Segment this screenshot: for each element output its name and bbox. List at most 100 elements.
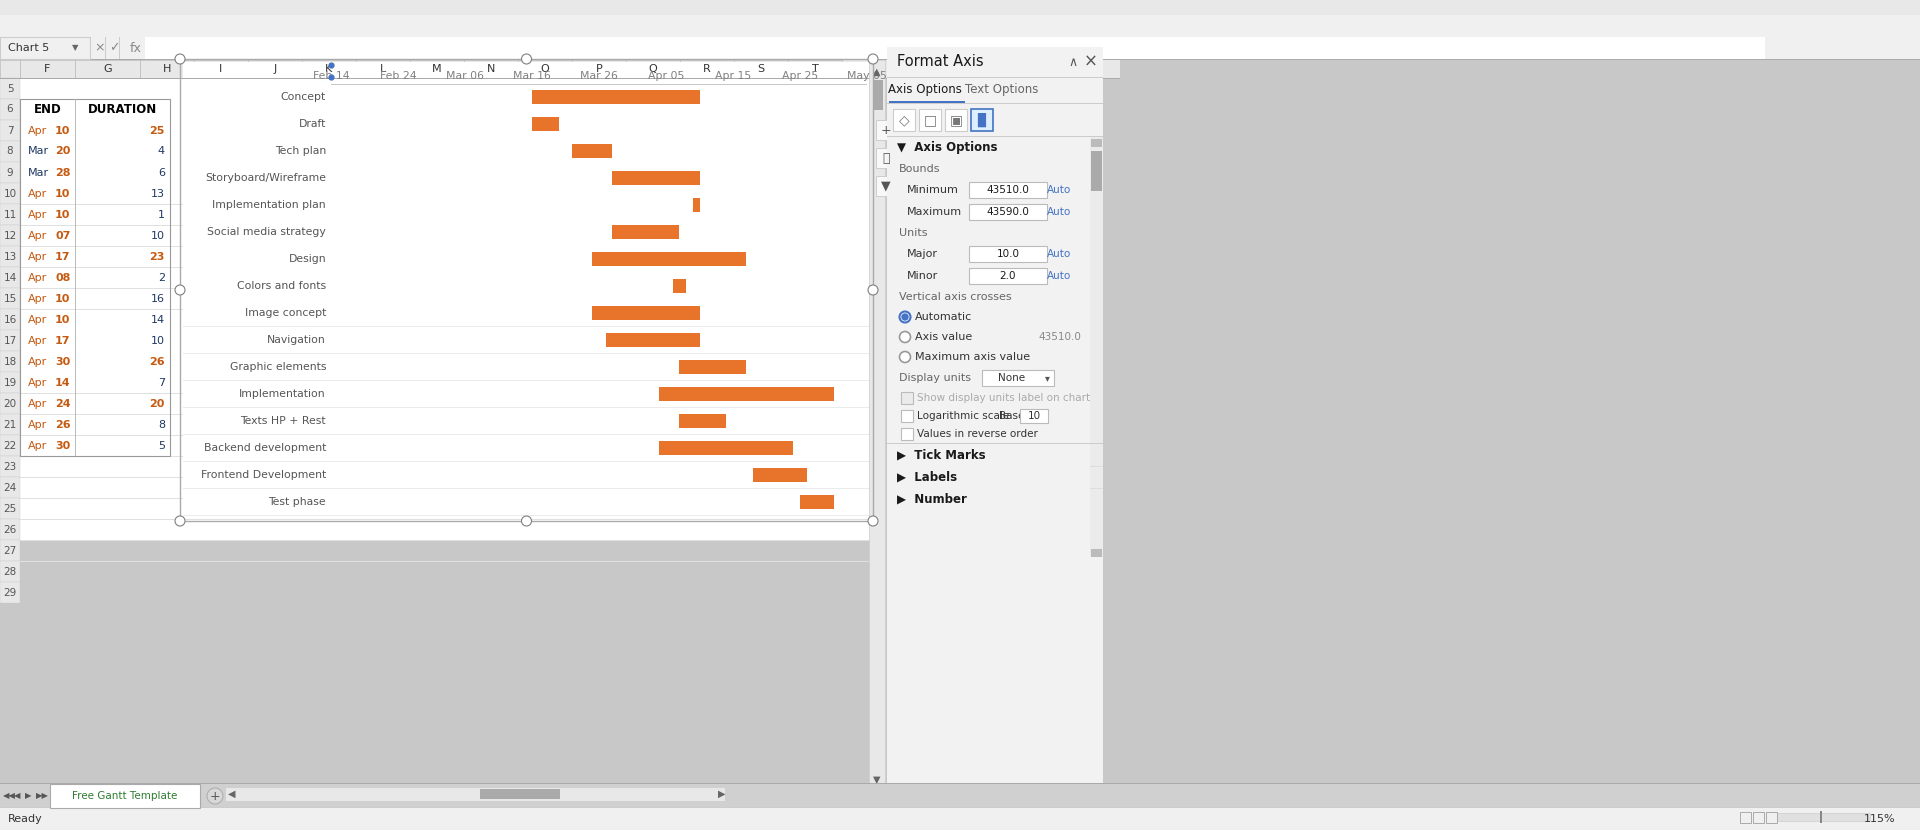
Bar <box>194 60 248 78</box>
Bar <box>887 179 1091 201</box>
Bar <box>981 370 1054 386</box>
Bar <box>0 225 19 246</box>
Text: Storyboard/Wireframe: Storyboard/Wireframe <box>205 173 326 183</box>
Bar <box>887 201 1091 223</box>
Text: Chart 5: Chart 5 <box>8 43 50 53</box>
Circle shape <box>902 314 908 320</box>
Bar <box>876 176 897 196</box>
Text: 7: 7 <box>6 125 13 135</box>
Text: R: R <box>703 64 710 74</box>
Bar <box>1766 812 1778 823</box>
Text: Frontend Development: Frontend Development <box>202 470 326 480</box>
Bar <box>1753 812 1764 823</box>
Text: 14: 14 <box>152 315 165 325</box>
Bar <box>887 444 1091 466</box>
Circle shape <box>868 516 877 526</box>
Bar <box>659 441 793 455</box>
Bar <box>680 60 733 78</box>
Text: 10: 10 <box>56 315 71 325</box>
Bar <box>753 467 806 481</box>
Text: 2.0: 2.0 <box>1000 271 1016 281</box>
Text: P: P <box>595 64 603 74</box>
Bar <box>0 519 19 540</box>
Text: Auto: Auto <box>1046 207 1071 217</box>
Text: DURATION: DURATION <box>88 103 157 116</box>
Circle shape <box>175 285 184 295</box>
Text: 10: 10 <box>1027 411 1041 421</box>
Text: Apr: Apr <box>29 335 48 345</box>
Text: 07: 07 <box>56 231 71 241</box>
Text: ▼  Axis Options: ▼ Axis Options <box>897 141 998 154</box>
Bar <box>0 393 19 414</box>
Bar <box>0 414 19 435</box>
Bar <box>0 288 19 309</box>
Text: 26: 26 <box>56 419 71 429</box>
Text: Text Options: Text Options <box>966 84 1039 96</box>
Text: 5: 5 <box>6 84 13 94</box>
Text: N: N <box>488 64 495 74</box>
Bar <box>612 225 680 239</box>
Bar <box>680 413 726 427</box>
Bar <box>0 37 90 59</box>
Bar <box>0 477 19 498</box>
Text: ◀◀: ◀◀ <box>4 792 15 800</box>
Text: 5: 5 <box>157 441 165 451</box>
Text: 12: 12 <box>4 231 17 241</box>
Bar <box>970 246 1046 262</box>
Text: 8: 8 <box>6 147 13 157</box>
Text: Apr: Apr <box>29 357 48 367</box>
Text: None: None <box>998 373 1025 383</box>
Text: ×: × <box>94 42 106 55</box>
Bar <box>591 252 747 266</box>
Text: ◇: ◇ <box>899 113 910 127</box>
Text: 10: 10 <box>56 294 71 304</box>
Text: 17: 17 <box>56 251 71 261</box>
Text: I: I <box>219 64 223 74</box>
Text: Minimum: Minimum <box>906 185 958 195</box>
Bar <box>801 495 833 509</box>
Text: J: J <box>273 64 276 74</box>
Bar <box>0 99 19 120</box>
Bar <box>465 60 518 78</box>
Bar <box>900 428 914 440</box>
Bar <box>225 787 726 801</box>
Text: 43510.0: 43510.0 <box>1039 332 1081 342</box>
Text: Backend development: Backend development <box>204 442 326 452</box>
Text: +: + <box>209 789 221 803</box>
Bar <box>0 204 19 225</box>
Bar <box>887 47 1102 77</box>
Bar <box>180 59 874 521</box>
Bar <box>733 60 787 78</box>
Text: 23: 23 <box>150 251 165 261</box>
Circle shape <box>899 331 910 343</box>
Bar <box>887 223 1091 243</box>
Bar <box>887 488 1091 510</box>
Bar <box>605 333 699 347</box>
Text: Axis value: Axis value <box>916 332 972 342</box>
Text: 27: 27 <box>4 545 17 555</box>
Text: F: F <box>44 64 50 74</box>
Text: Auto: Auto <box>1046 249 1071 259</box>
Bar <box>0 561 19 582</box>
Text: ×: × <box>1085 53 1098 71</box>
Text: Draft: Draft <box>300 120 326 129</box>
Text: Graphic elements: Graphic elements <box>230 362 326 372</box>
Bar <box>1091 151 1102 191</box>
Text: 7: 7 <box>157 378 165 388</box>
Bar <box>1091 137 1102 557</box>
Text: Apr: Apr <box>29 125 48 135</box>
Text: 30: 30 <box>56 357 71 367</box>
Text: Vertical axis crosses: Vertical axis crosses <box>899 292 1012 302</box>
Text: Apr: Apr <box>29 419 48 429</box>
Bar <box>572 60 626 78</box>
Circle shape <box>175 54 184 64</box>
Circle shape <box>175 516 184 526</box>
Text: 29: 29 <box>4 588 17 598</box>
Text: G: G <box>104 64 111 74</box>
Bar <box>970 182 1046 198</box>
Text: Apr: Apr <box>29 188 48 198</box>
Bar <box>0 309 19 330</box>
Bar <box>0 267 19 288</box>
Bar <box>693 198 699 212</box>
Text: Apr: Apr <box>29 209 48 219</box>
